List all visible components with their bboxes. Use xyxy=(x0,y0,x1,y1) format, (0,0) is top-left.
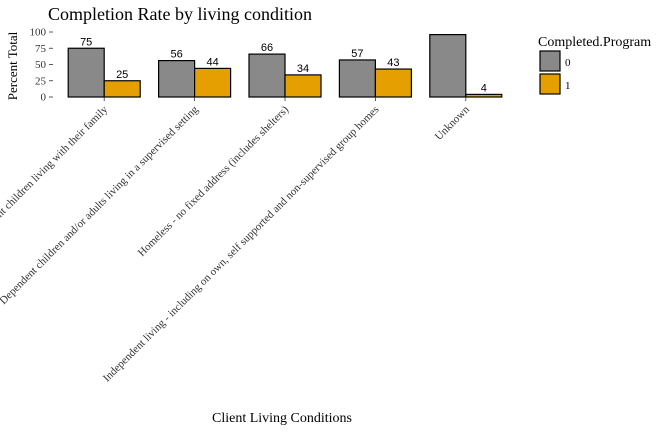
y-tick-label: 100 xyxy=(30,27,47,39)
x-axis: Dependent children living with their fam… xyxy=(0,97,472,384)
data-label: 25 xyxy=(116,69,128,81)
chart-title: Completion Rate by living condition xyxy=(48,4,312,24)
legend: Completed.Program 0 1 xyxy=(538,35,651,95)
y-axis: 0 25 50 75 100 xyxy=(30,27,53,104)
y-tick-label: 0 xyxy=(41,92,47,104)
legend-key-1 xyxy=(539,73,561,95)
y-axis-label: Percent Total xyxy=(5,31,20,100)
data-label: 66 xyxy=(261,42,273,54)
legend-label-0: 0 xyxy=(565,57,571,69)
data-label: 56 xyxy=(170,49,182,61)
y-tick-label: 25 xyxy=(35,75,47,87)
bar-series-1-cat-1 xyxy=(194,67,232,98)
data-label: 57 xyxy=(351,48,363,60)
bar-series-0-cat-1 xyxy=(158,59,196,98)
bars: 75 25 56 44 66 34 57 43 4 xyxy=(67,33,503,98)
y-tick-label: 50 xyxy=(35,59,47,71)
bar-series-1-cat-0 xyxy=(103,80,141,98)
x-axis-label: Client Living Conditions xyxy=(212,411,352,426)
data-label: 43 xyxy=(387,57,399,69)
bar-series-0-cat-0 xyxy=(67,47,105,98)
legend-label-1: 1 xyxy=(565,80,571,92)
x-tick-label: Homeless - no fixed address (includes sh… xyxy=(136,103,292,259)
data-label: 34 xyxy=(297,63,309,75)
bar-series-0-cat-3 xyxy=(338,59,376,98)
x-tick-label: Unknown xyxy=(433,103,473,143)
bar-series-1-cat-4 xyxy=(465,93,503,98)
data-label: 44 xyxy=(206,56,218,68)
bar-series-1-cat-2 xyxy=(284,74,322,98)
legend-title: Completed.Program xyxy=(538,35,651,50)
data-label: 4 xyxy=(481,82,487,94)
y-tick-label: 75 xyxy=(35,43,47,55)
bar-series-0-cat-4 xyxy=(429,33,467,98)
bar-series-1-cat-3 xyxy=(374,68,412,98)
bar-series-0-cat-2 xyxy=(248,53,286,98)
x-tick-label: Dependent children and/or adults living … xyxy=(0,103,201,307)
x-tick-label: Dependent children living with their fam… xyxy=(0,103,111,247)
data-label: 75 xyxy=(80,36,92,48)
legend-key-0 xyxy=(539,50,561,72)
